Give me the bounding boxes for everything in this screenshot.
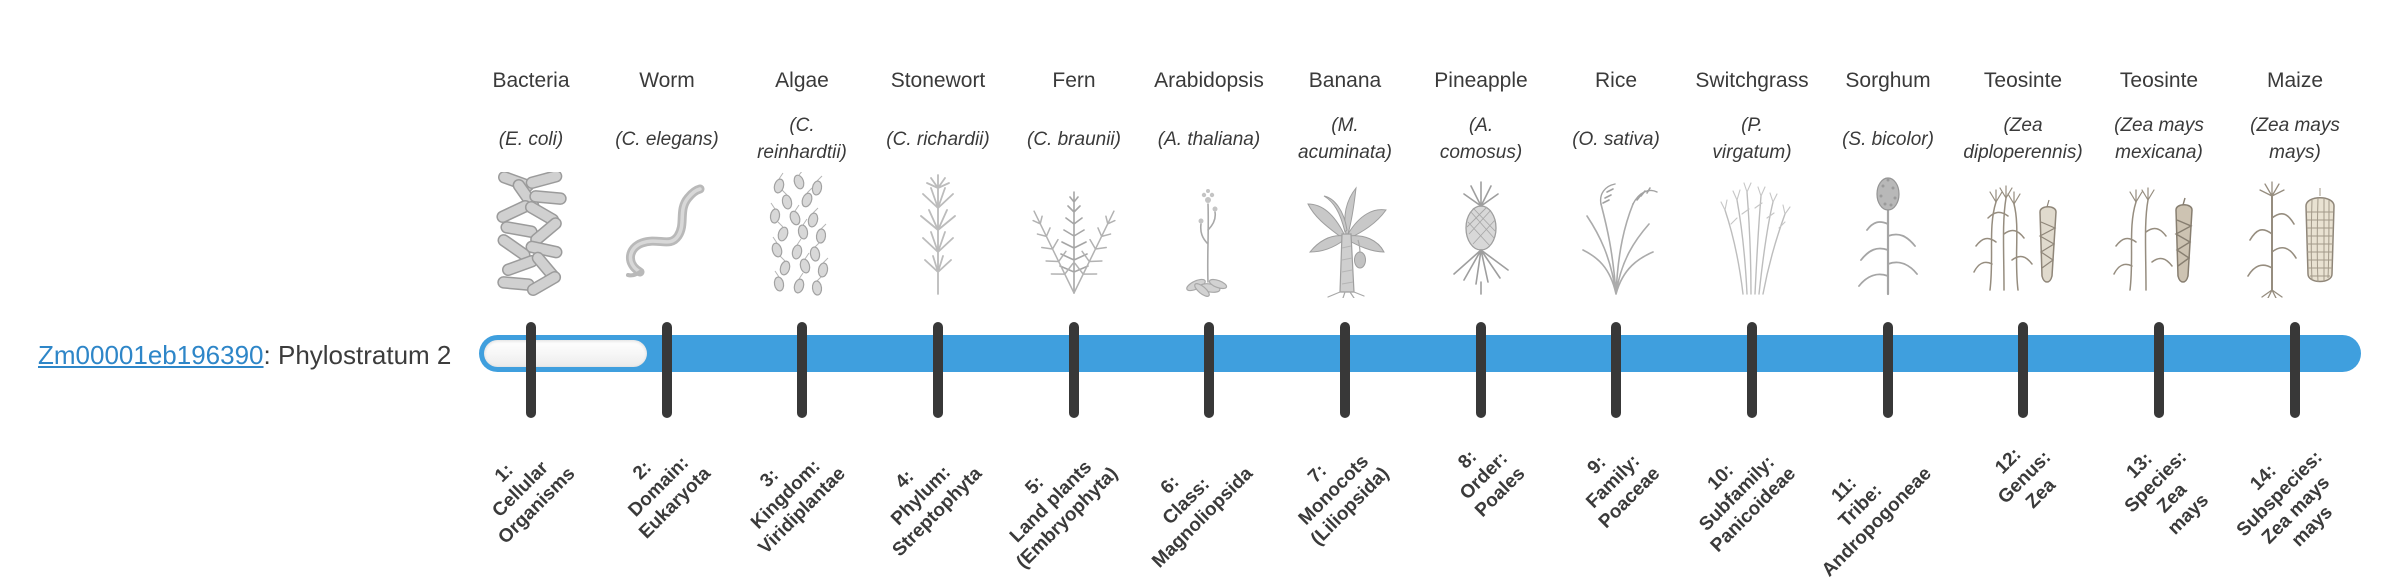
- tick-mark-9: [1611, 322, 1621, 418]
- organism-scientific-name: (A. thaliana): [1157, 128, 1261, 150]
- sorghum-icon: [1833, 172, 1943, 298]
- tick-mark-4: [933, 322, 943, 418]
- stratum-label-12: 12: Genus: Zea: [1990, 444, 2060, 513]
- phylostratum-bar: [479, 335, 2361, 372]
- organism-scientific-name: (Zea diploperennis): [1963, 115, 2083, 163]
- stratum-label-4: 4: Phylum: Streptophyta: [887, 461, 987, 561]
- organism-name: Banana: [1308, 69, 1382, 92]
- organism-name: Worm: [639, 69, 695, 92]
- tick-mark-10: [1747, 322, 1757, 418]
- switchgrass-icon: [1697, 172, 1807, 298]
- pineapple-icon: [1426, 172, 1536, 298]
- organism-scientific-name: (S. bicolor): [1842, 128, 1934, 150]
- rice-icon: [1561, 172, 1671, 298]
- teosinte-mexicana-icon: [2104, 172, 2214, 298]
- tick-mark-12: [2018, 322, 2028, 418]
- organism-scientific-name: (O. sativa): [1572, 128, 1660, 150]
- organism-scientific-name: (E. coli): [498, 128, 564, 150]
- tick-mark-13: [2154, 322, 2164, 418]
- organism-scientific-name: (C. reinhardtii): [757, 115, 847, 163]
- stratum-label-3: 3: Kingdom: Viridiplantae: [747, 455, 851, 559]
- organism-scientific-name: (C. braunii): [1027, 128, 1121, 150]
- bacteria-icon: [476, 172, 586, 298]
- teosinte-diploperennis-icon: [1968, 172, 2078, 298]
- fern-icon: [1019, 172, 1129, 298]
- tick-mark-14: [2290, 322, 2300, 418]
- algae-icon: [747, 172, 857, 298]
- organism-name: Stonewort: [890, 69, 986, 92]
- organism-name: Arabidopsis: [1154, 69, 1264, 92]
- worm-icon: [612, 172, 722, 298]
- organism-scientific-name: (M. acuminata): [1298, 115, 1392, 163]
- stratum-label-9: 9: Family: Poaceae: [1582, 450, 1665, 533]
- stratum-label-13: 13: Species: Zea mays: [2120, 446, 2213, 540]
- organism-name: Switchgrass: [1695, 69, 1809, 92]
- tick-mark-5: [1069, 322, 1079, 418]
- organism-name: Pineapple: [1434, 69, 1528, 92]
- stratum-label-5: 5: Land plants (Embryophyta): [1005, 456, 1123, 573]
- organism-scientific-name: (P. virgatum): [1712, 115, 1792, 163]
- organism-scientific-name: (C. elegans): [615, 128, 719, 150]
- gene-label: Zm00001eb196390: Phylostratum 2: [38, 340, 451, 370]
- stratum-label-7: 7: Monocots (Liliopsida): [1294, 451, 1394, 550]
- tick-mark-6: [1204, 322, 1214, 418]
- tick-mark-1: [526, 322, 536, 418]
- stonewort-icon: [883, 172, 993, 298]
- organism-name: Algae: [775, 69, 829, 92]
- organism-scientific-name: (Zea mays mays): [2250, 115, 2340, 163]
- maize-icon: [2240, 172, 2350, 298]
- phylostratum-bar-empty-segment: [484, 340, 647, 367]
- stratum-label-6: 6: Class: Magnoliopsida: [1148, 463, 1258, 573]
- banana-icon: [1290, 172, 1400, 298]
- organism-name: Teosinte: [2119, 69, 2199, 92]
- tick-mark-7: [1340, 322, 1350, 418]
- stratum-label-8: 8: Order: Poales: [1454, 446, 1530, 522]
- tick-mark-8: [1476, 322, 1486, 418]
- organism-name: Bacteria: [492, 69, 570, 92]
- organism-name: Maize: [2266, 69, 2324, 92]
- organism-name: Rice: [1594, 69, 1637, 92]
- stratum-label-2: 2: Domain: Eukaryota: [624, 452, 716, 544]
- tick-mark-3: [797, 322, 807, 418]
- organism-scientific-name: (Zea mays mexicana): [2114, 115, 2204, 163]
- tick-mark-2: [662, 322, 672, 418]
- gene-id-link[interactable]: Zm00001eb196390: [38, 340, 264, 370]
- organism-name: Sorghum: [1845, 69, 1931, 92]
- organism-scientific-name: (C. richardii): [886, 128, 990, 150]
- stratum-label-1: 1: Cellular Organisms: [488, 457, 580, 549]
- phylostratum-text: : Phylostratum 2: [263, 340, 452, 370]
- organism-name: Teosinte: [1983, 69, 2063, 92]
- organism-scientific-name: (A. comosus): [1439, 115, 1523, 163]
- tick-mark-11: [1883, 322, 1893, 418]
- arabidopsis-icon: [1154, 172, 1264, 298]
- organism-name: Fern: [1052, 69, 1096, 92]
- stratum-label-10: 10: Subfamily: Panicoideae: [1695, 451, 1801, 557]
- stratum-label-11: 11: Tribe: Andropogoneae: [1818, 463, 1937, 580]
- stratum-label-14: 14: Subspecies: Zea mays mays: [2232, 446, 2337, 552]
